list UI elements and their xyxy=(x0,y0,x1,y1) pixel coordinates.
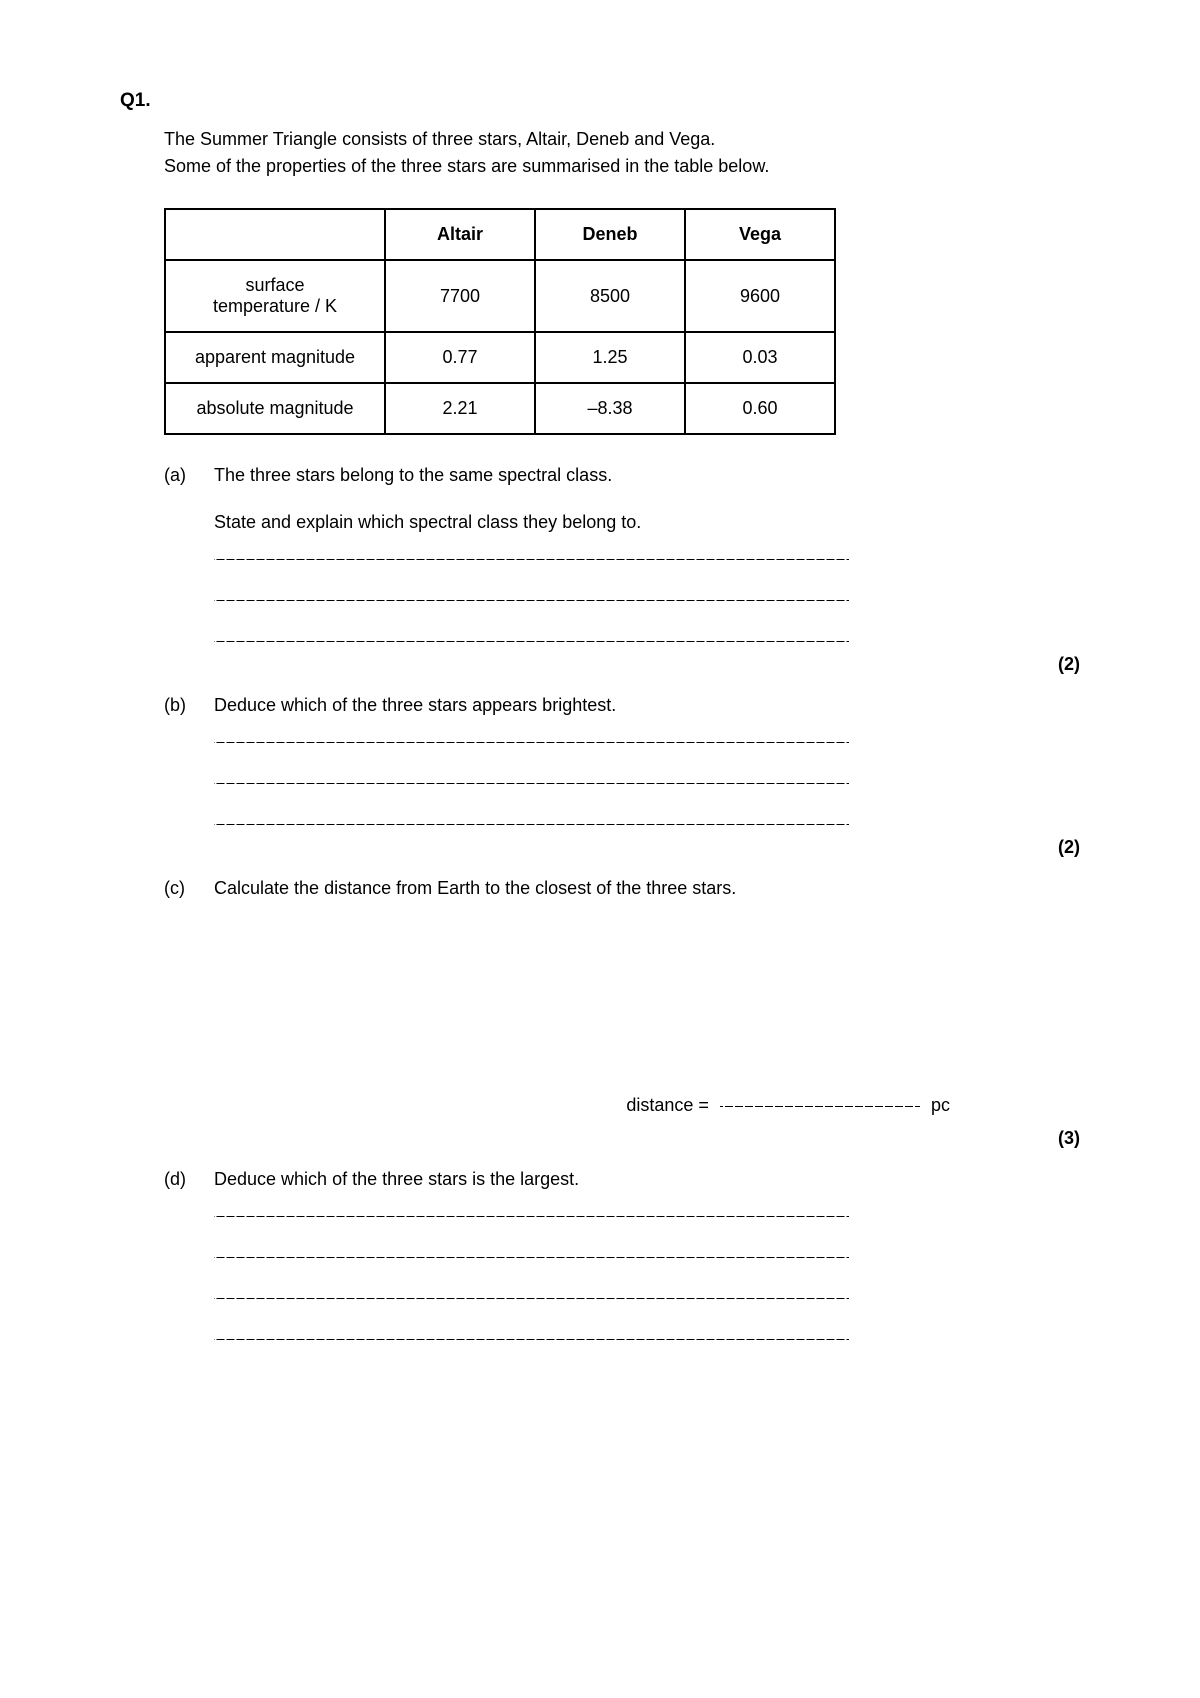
table-header-vega: Vega xyxy=(685,209,835,260)
table-header-altair: Altair xyxy=(385,209,535,260)
marks-c: (3) xyxy=(120,1128,1080,1149)
distance-answer: distance = pc xyxy=(214,1095,950,1116)
distance-unit: pc xyxy=(931,1095,950,1115)
question-number: Q1. xyxy=(120,90,1080,112)
cell-vega-temp: 9600 xyxy=(685,260,835,332)
table-row: surface temperature / K 7700 8500 9600 xyxy=(165,260,835,332)
cell-altair-temp: 7700 xyxy=(385,260,535,332)
part-d-text: Deduce which of the three stars is the l… xyxy=(214,1169,1080,1190)
cell-altair-apparent: 0.77 xyxy=(385,332,535,383)
table-row: absolute magnitude 2.21 –8.38 0.60 xyxy=(165,383,835,434)
intro-text: The Summer Triangle consists of three st… xyxy=(164,126,1080,180)
row-label-text: surface xyxy=(245,275,304,295)
answer-line[interactable] xyxy=(214,1216,849,1217)
cell-altair-absolute: 2.21 xyxy=(385,383,535,434)
part-a: (a) The three stars belong to the same s… xyxy=(164,465,1080,648)
marks-a: (2) xyxy=(120,654,1080,675)
marks-b: (2) xyxy=(120,837,1080,858)
answer-line[interactable] xyxy=(214,1339,849,1340)
part-b-label: (b) xyxy=(164,695,214,831)
cell-deneb-temp: 8500 xyxy=(535,260,685,332)
distance-label: distance = xyxy=(626,1095,709,1115)
part-a-line2: State and explain which spectral class t… xyxy=(214,512,1080,533)
cell-deneb-apparent: 1.25 xyxy=(535,332,685,383)
answer-line[interactable] xyxy=(214,641,849,642)
answer-line[interactable] xyxy=(214,742,849,743)
part-d: (d) Deduce which of the three stars is t… xyxy=(164,1169,1080,1346)
row-label-text: temperature / K xyxy=(213,296,337,316)
answer-line[interactable] xyxy=(214,783,849,784)
part-c: (c) Calculate the distance from Earth to… xyxy=(164,878,1080,1122)
answer-line[interactable] xyxy=(214,824,849,825)
row-label-absolute: absolute magnitude xyxy=(165,383,385,434)
row-label-temperature: surface temperature / K xyxy=(165,260,385,332)
part-b: (b) Deduce which of the three stars appe… xyxy=(164,695,1080,831)
row-label-apparent: apparent magnitude xyxy=(165,332,385,383)
part-a-line1: The three stars belong to the same spect… xyxy=(214,465,1080,486)
intro-line-1: The Summer Triangle consists of three st… xyxy=(164,126,1080,153)
part-c-label: (c) xyxy=(164,878,214,1122)
part-d-label: (d) xyxy=(164,1169,214,1346)
cell-deneb-absolute: –8.38 xyxy=(535,383,685,434)
distance-blank[interactable] xyxy=(720,1106,920,1107)
part-c-text: Calculate the distance from Earth to the… xyxy=(214,878,1080,899)
answer-line[interactable] xyxy=(214,559,849,560)
part-a-label: (a) xyxy=(164,465,214,648)
table-header-row: Altair Deneb Vega xyxy=(165,209,835,260)
answer-line[interactable] xyxy=(214,600,849,601)
answer-line[interactable] xyxy=(214,1257,849,1258)
cell-vega-absolute: 0.60 xyxy=(685,383,835,434)
table-header-deneb: Deneb xyxy=(535,209,685,260)
cell-vega-apparent: 0.03 xyxy=(685,332,835,383)
answer-line[interactable] xyxy=(214,1298,849,1299)
intro-line-2: Some of the properties of the three star… xyxy=(164,153,1080,180)
table-header-blank xyxy=(165,209,385,260)
table-row: apparent magnitude 0.77 1.25 0.03 xyxy=(165,332,835,383)
star-properties-table: Altair Deneb Vega surface temperature / … xyxy=(164,208,836,435)
part-b-text: Deduce which of the three stars appears … xyxy=(214,695,1080,716)
